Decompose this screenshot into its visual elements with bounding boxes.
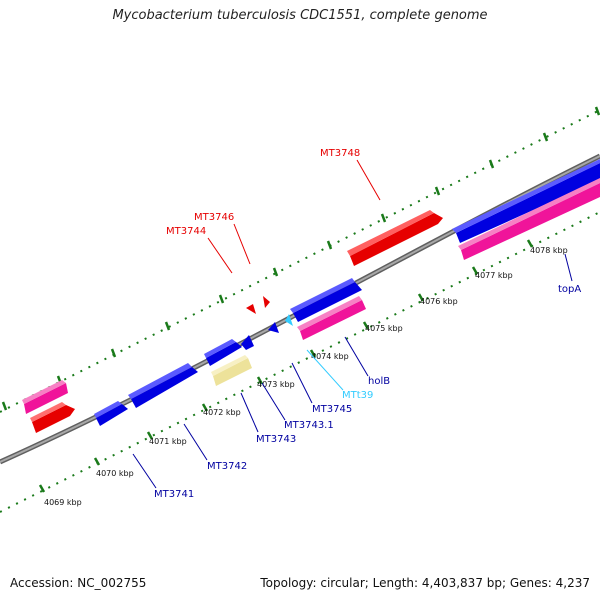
label-mt3741: MT3741 <box>154 489 194 500</box>
label-topa: topA <box>558 284 581 295</box>
gene-small-blue <box>268 322 279 333</box>
upper-guide-line <box>0 109 600 413</box>
tick-label-4077: 4077 kbp <box>475 271 513 280</box>
label-mtt39: MTt39 <box>342 390 373 401</box>
gene-mt3748 <box>347 210 443 266</box>
tick-label-4069: 4069 kbp <box>44 498 82 507</box>
gene-mt3743-1 <box>204 339 242 366</box>
tick-label-4075: 4075 kbp <box>365 324 403 333</box>
upper-major-ticks <box>1 106 600 411</box>
gene-mt3744 <box>246 304 256 314</box>
label-holb: holB <box>368 376 390 387</box>
tick-label-4073: 4073 kbp <box>257 380 295 389</box>
label-mt3746: MT3746 <box>194 212 234 223</box>
gene-pink-left <box>22 380 68 414</box>
accession-text: Accession: NC_002755 <box>10 576 147 590</box>
gene-topa <box>458 178 600 260</box>
leader-lines <box>132 159 573 489</box>
tick-label-4071: 4071 kbp <box>149 437 187 446</box>
gene-mt3741 <box>94 401 128 426</box>
gene-blue-right-top <box>452 159 600 243</box>
tick-label-4076: 4076 kbp <box>420 297 458 306</box>
gene-mt3746 <box>263 296 270 308</box>
label-mt3743-1: MT3743.1 <box>284 420 334 431</box>
tick-label-4070: 4070 kbp <box>96 469 134 478</box>
lower-guide-line <box>0 211 600 513</box>
tick-label-4072: 4072 kbp <box>203 408 241 417</box>
gene-mt3745 <box>241 335 254 350</box>
label-mt3748: MT3748 <box>320 148 360 159</box>
label-mt3745: MT3745 <box>312 404 352 415</box>
gene-blue-mid <box>290 278 362 322</box>
map-title: Mycobacterium tuberculosis CDC1551, comp… <box>112 8 488 23</box>
gene-mt3742 <box>128 363 198 408</box>
tick-label-4074: 4074 kbp <box>311 352 349 361</box>
genome-summary-text: Topology: circular; Length: 4,403,837 bp… <box>260 576 590 590</box>
label-mt3743: MT3743 <box>256 434 296 445</box>
label-mt3742: MT3742 <box>207 461 247 472</box>
gene-red-left <box>30 402 75 433</box>
gene-mt3743 <box>211 355 252 386</box>
gene-holb <box>297 296 366 340</box>
major-ticks <box>38 239 534 493</box>
tick-label-4078: 4078 kbp <box>530 246 568 255</box>
gene-mtt39 <box>285 314 293 326</box>
label-mt3744: MT3744 <box>166 226 206 237</box>
